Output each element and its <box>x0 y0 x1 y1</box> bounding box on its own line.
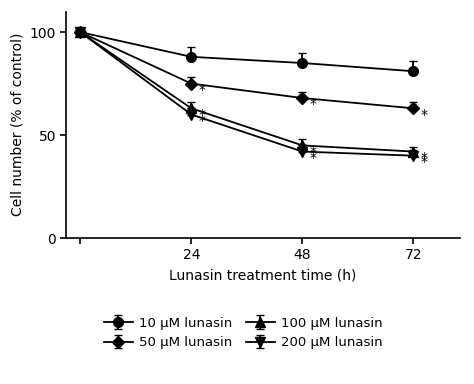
Text: *: * <box>198 108 205 121</box>
Y-axis label: Cell number (% of control): Cell number (% of control) <box>10 33 24 217</box>
Text: *: * <box>198 83 205 97</box>
Legend: 10 μM lunasin, 50 μM lunasin, 100 μM lunasin, 200 μM lunasin: 10 μM lunasin, 50 μM lunasin, 100 μM lun… <box>100 313 387 353</box>
Text: *: * <box>420 108 428 121</box>
Text: *: * <box>198 114 205 128</box>
Text: *: * <box>310 144 316 159</box>
X-axis label: Lunasin treatment time (h): Lunasin treatment time (h) <box>169 268 357 282</box>
Text: *: * <box>420 151 428 165</box>
Text: *: * <box>420 155 428 169</box>
Text: *: * <box>310 97 316 111</box>
Text: *: * <box>310 151 316 165</box>
